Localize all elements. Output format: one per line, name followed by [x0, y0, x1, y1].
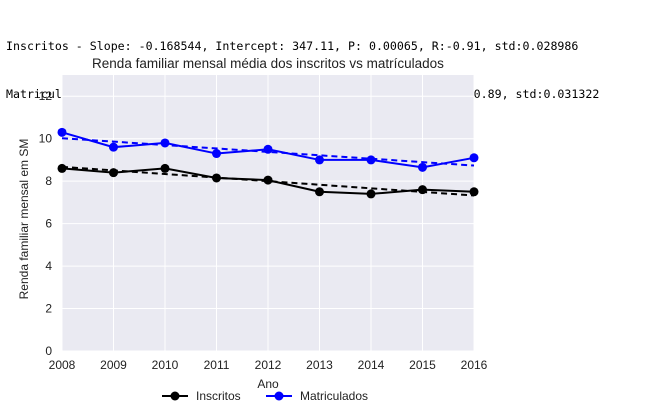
data-point-matriculados — [469, 153, 479, 163]
legend-marker-matriculados — [274, 391, 284, 401]
data-point-matriculados — [160, 138, 170, 148]
y-tick-label: 2 — [45, 302, 52, 316]
data-point-inscritos — [57, 163, 67, 173]
data-point-matriculados — [212, 149, 221, 159]
y-tick-label: 12 — [39, 89, 53, 103]
data-point-inscritos — [160, 163, 170, 173]
data-point-inscritos — [263, 175, 273, 185]
data-point-matriculados — [57, 127, 67, 137]
legend-label-matriculados: Matriculados — [300, 389, 368, 403]
y-tick-label: 4 — [45, 259, 52, 273]
y-tick-label: 10 — [39, 132, 53, 146]
y-tick-label: 8 — [45, 174, 52, 188]
x-tick-label: 2009 — [100, 358, 127, 372]
x-tick-label: 2016 — [461, 358, 488, 372]
data-point-inscritos — [212, 173, 221, 183]
x-tick-label: 2015 — [409, 358, 436, 372]
x-tick-labels: 2008 2009 2010 2011 2012 2013 2014 2015 2016 — [49, 358, 488, 372]
legend-label-inscritos: Inscritos — [196, 389, 241, 403]
x-tick-label: 2014 — [358, 358, 385, 372]
y-axis-label: Renda familiar mensal em SM — [17, 139, 31, 300]
data-point-inscritos — [418, 185, 427, 195]
data-point-matriculados — [109, 142, 118, 152]
data-point-matriculados — [263, 144, 273, 154]
x-tick-label: 2012 — [255, 358, 282, 372]
x-tick-label: 2008 — [49, 358, 76, 372]
data-point-inscritos — [469, 187, 479, 197]
data-point-matriculados — [315, 155, 324, 165]
legend: Inscritos Matriculados — [162, 389, 368, 403]
x-axis-label: Ano — [257, 377, 279, 391]
grid-lines — [61, 75, 475, 352]
stats-line-inscritos: Inscritos - Slope: -0.168544, Intercept:… — [6, 39, 579, 53]
x-tick-label: 2013 — [306, 358, 333, 372]
data-point-inscritos — [109, 168, 118, 178]
y-tick-labels: 0 2 4 6 8 10 12 — [39, 89, 53, 358]
y-tick-label: 6 — [45, 217, 52, 231]
legend-marker-inscritos — [170, 391, 180, 401]
chart-title: Renda familiar mensal média dos inscrito… — [92, 56, 444, 71]
data-point-inscritos — [315, 187, 324, 197]
data-point-inscritos — [366, 189, 376, 199]
y-tick-label: 0 — [45, 344, 52, 358]
trend-line-matriculados — [61, 137, 475, 167]
data-points — [57, 127, 479, 199]
x-tick-label: 2011 — [204, 358, 230, 372]
data-point-matriculados — [366, 155, 376, 165]
x-tick-label: 2010 — [152, 358, 179, 372]
data-point-matriculados — [418, 162, 427, 172]
